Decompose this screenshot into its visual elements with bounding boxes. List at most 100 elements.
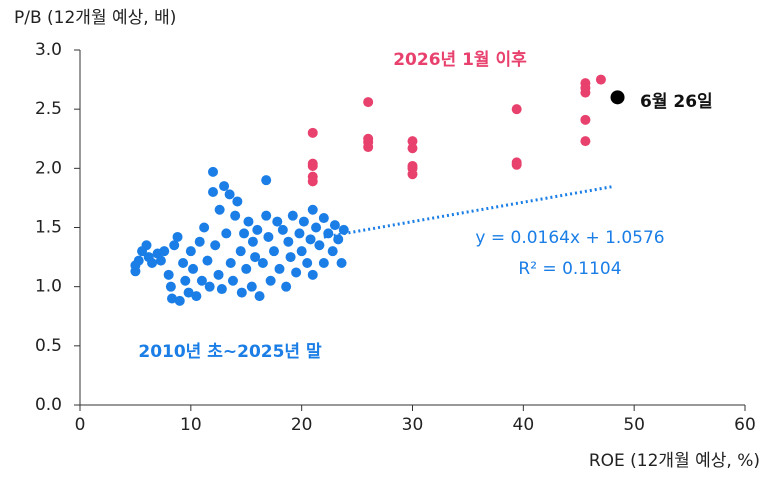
point bbox=[188, 263, 199, 274]
point bbox=[580, 87, 591, 98]
point bbox=[580, 136, 591, 147]
point bbox=[294, 228, 305, 239]
point bbox=[208, 166, 218, 177]
y-axis-label: P/B (12개월 예상, 배) bbox=[14, 8, 176, 28]
point bbox=[243, 216, 254, 227]
point bbox=[247, 236, 258, 247]
point bbox=[133, 255, 144, 266]
point bbox=[254, 291, 265, 302]
x-tick-label: 0 bbox=[75, 415, 86, 435]
point bbox=[407, 169, 418, 180]
point bbox=[291, 267, 302, 278]
point bbox=[307, 160, 318, 171]
y-tick-label: 2.5 bbox=[35, 99, 62, 119]
point bbox=[221, 228, 232, 239]
point bbox=[336, 258, 347, 268]
point bbox=[183, 287, 194, 298]
point bbox=[214, 204, 225, 215]
point bbox=[213, 269, 224, 280]
y-tick-label: 2.0 bbox=[35, 158, 62, 178]
point bbox=[163, 269, 174, 280]
point bbox=[595, 74, 606, 85]
point bbox=[305, 234, 316, 245]
point bbox=[236, 287, 247, 298]
point bbox=[314, 240, 325, 251]
point bbox=[318, 258, 329, 268]
point bbox=[261, 210, 272, 221]
point bbox=[185, 246, 196, 257]
point bbox=[268, 246, 279, 257]
point bbox=[202, 255, 213, 266]
point bbox=[252, 224, 263, 235]
y-tick-label: 0.0 bbox=[35, 395, 62, 415]
trend-equation: y = 0.0164x + 1.0576 bbox=[475, 228, 664, 248]
point bbox=[178, 258, 189, 268]
point bbox=[318, 213, 329, 224]
point bbox=[180, 275, 191, 286]
point bbox=[265, 275, 276, 286]
point bbox=[235, 246, 246, 257]
point bbox=[196, 275, 207, 286]
point bbox=[239, 228, 250, 239]
point bbox=[307, 269, 318, 280]
point bbox=[194, 236, 205, 247]
point bbox=[281, 281, 292, 292]
point bbox=[272, 216, 283, 227]
x-tick-label: 40 bbox=[513, 415, 535, 435]
point bbox=[191, 291, 202, 302]
x-tick-label: 10 bbox=[180, 415, 202, 435]
point bbox=[224, 189, 235, 200]
annotation: 6월 26일 bbox=[640, 92, 713, 112]
point bbox=[287, 210, 298, 221]
point bbox=[227, 275, 238, 286]
point bbox=[250, 252, 261, 263]
point bbox=[311, 222, 322, 233]
point bbox=[219, 181, 230, 192]
point bbox=[407, 143, 418, 154]
annotation: 2026년 1월 이후 bbox=[393, 49, 527, 70]
point bbox=[261, 175, 272, 186]
point bbox=[338, 224, 349, 235]
point bbox=[147, 258, 158, 268]
trendline bbox=[323, 184, 615, 239]
y-tick-label: 3.0 bbox=[35, 40, 62, 60]
point bbox=[263, 231, 274, 242]
x-tick-label: 60 bbox=[734, 415, 756, 435]
annotation: 2010년 초~2025년 말 bbox=[138, 341, 322, 362]
point bbox=[141, 240, 152, 251]
point bbox=[283, 236, 294, 247]
point bbox=[307, 176, 318, 187]
point bbox=[210, 240, 221, 251]
point bbox=[169, 240, 180, 251]
point bbox=[155, 255, 166, 266]
point bbox=[610, 90, 625, 105]
point bbox=[323, 228, 334, 239]
x-tick-label: 50 bbox=[623, 415, 645, 435]
point bbox=[159, 246, 170, 257]
point bbox=[165, 281, 176, 292]
point bbox=[407, 136, 418, 147]
point bbox=[274, 263, 285, 274]
point bbox=[277, 224, 288, 235]
point bbox=[174, 295, 185, 306]
point bbox=[230, 210, 241, 221]
point bbox=[363, 97, 374, 108]
x-tick-label: 30 bbox=[402, 415, 424, 435]
point bbox=[296, 246, 307, 257]
y-tick-label: 1.0 bbox=[35, 277, 62, 297]
point bbox=[225, 258, 236, 268]
point bbox=[307, 204, 318, 215]
y-tick-label: 0.5 bbox=[35, 336, 62, 356]
point bbox=[580, 114, 591, 125]
point bbox=[257, 258, 268, 268]
y-tick-label: 1.5 bbox=[35, 218, 62, 238]
point bbox=[298, 216, 309, 227]
point bbox=[302, 258, 313, 268]
point bbox=[246, 281, 257, 292]
point bbox=[241, 263, 252, 274]
point bbox=[307, 127, 318, 138]
point bbox=[232, 196, 243, 207]
x-tick-label: 20 bbox=[291, 415, 313, 435]
point bbox=[172, 231, 183, 242]
